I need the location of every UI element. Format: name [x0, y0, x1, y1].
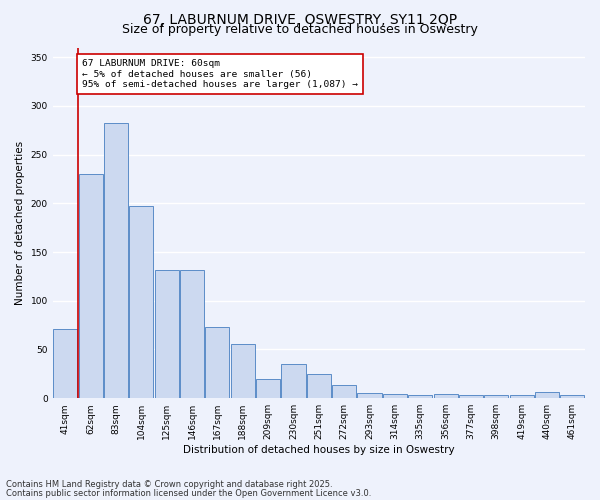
Bar — [560, 396, 584, 398]
Bar — [130, 206, 154, 398]
Bar — [53, 329, 77, 398]
Text: Contains public sector information licensed under the Open Government Licence v3: Contains public sector information licen… — [6, 489, 371, 498]
Bar — [205, 327, 229, 398]
Bar — [408, 396, 432, 398]
Bar — [180, 270, 204, 398]
Bar — [281, 364, 305, 398]
Bar — [383, 394, 407, 398]
Bar — [535, 392, 559, 398]
X-axis label: Distribution of detached houses by size in Oswestry: Distribution of detached houses by size … — [183, 445, 455, 455]
Bar — [231, 344, 255, 398]
Bar — [459, 396, 483, 398]
Bar — [307, 374, 331, 398]
Bar — [79, 174, 103, 398]
Text: Contains HM Land Registry data © Crown copyright and database right 2025.: Contains HM Land Registry data © Crown c… — [6, 480, 332, 489]
Text: Size of property relative to detached houses in Oswestry: Size of property relative to detached ho… — [122, 24, 478, 36]
Bar — [358, 394, 382, 398]
Y-axis label: Number of detached properties: Number of detached properties — [15, 141, 25, 305]
Bar — [256, 378, 280, 398]
Bar — [155, 270, 179, 398]
Bar — [332, 384, 356, 398]
Text: 67, LABURNUM DRIVE, OSWESTRY, SY11 2QP: 67, LABURNUM DRIVE, OSWESTRY, SY11 2QP — [143, 12, 457, 26]
Bar — [104, 122, 128, 398]
Bar — [484, 396, 508, 398]
Bar — [509, 396, 533, 398]
Bar — [434, 394, 458, 398]
Text: 67 LABURNUM DRIVE: 60sqm
← 5% of detached houses are smaller (56)
95% of semi-de: 67 LABURNUM DRIVE: 60sqm ← 5% of detache… — [82, 59, 358, 89]
